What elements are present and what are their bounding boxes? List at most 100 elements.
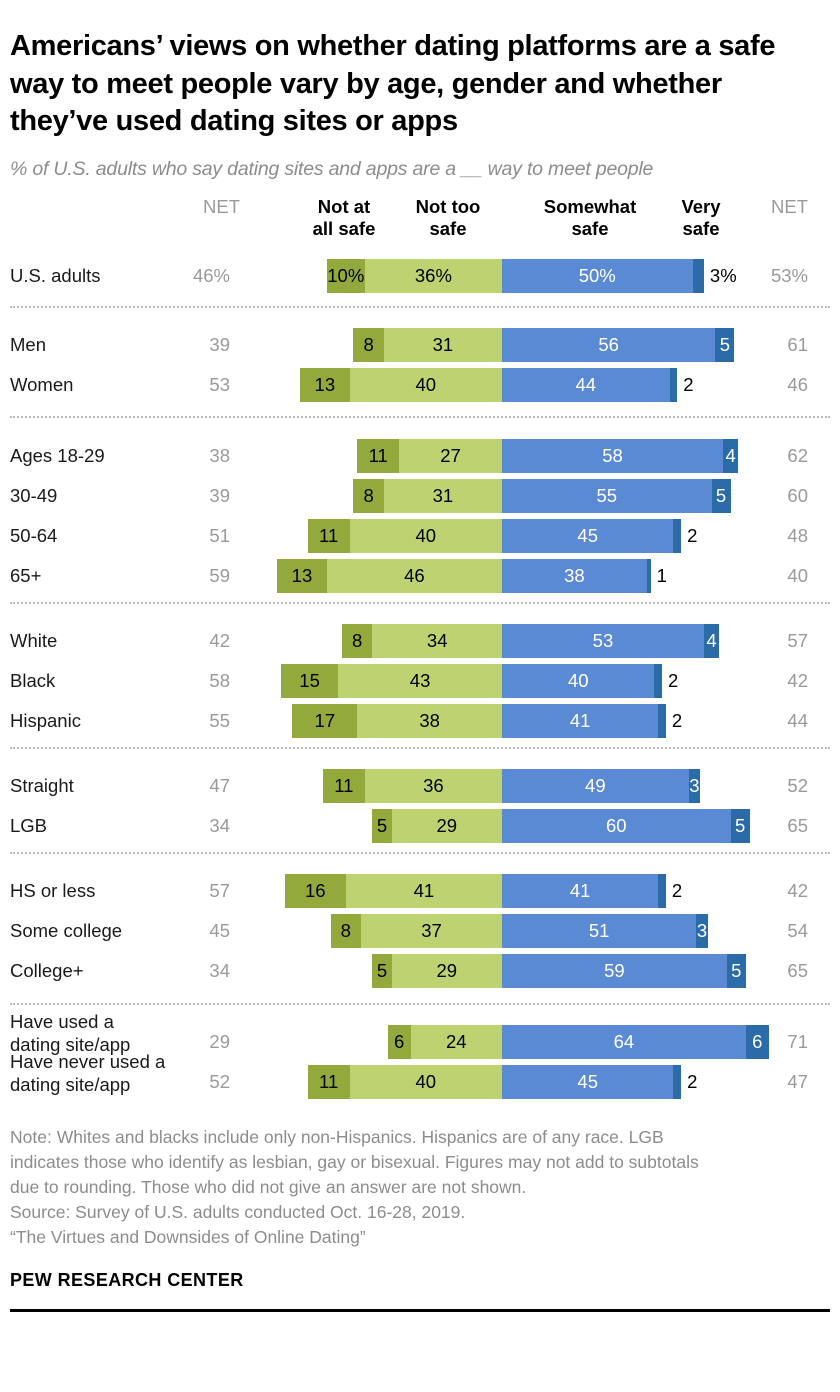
segment-very-safe: 3 (696, 914, 708, 949)
segment-very-safe-value: 2 (668, 670, 679, 692)
stacked-bar: 6 24 64 6 (10, 1025, 830, 1060)
net-left-value: 53 (209, 374, 230, 396)
segment-very-safe-value: 2 (671, 880, 683, 902)
net-left-value: 58 (209, 670, 230, 692)
chart-row: 50-64 51 48 11 40 45 2 (10, 519, 830, 554)
chart-row: Straight 47 52 11 36 49 3 (10, 769, 830, 804)
section-divider (10, 306, 830, 309)
header-net-right: NET (771, 196, 808, 218)
net-right-value: 40 (787, 565, 808, 587)
segment-not-at-all-safe: 8 (353, 328, 384, 363)
segment-somewhat-safe-value: 38 (564, 565, 585, 587)
segment-not-too-safe-value: 43 (409, 670, 431, 692)
segment-not-at-all-safe-value: 5 (376, 815, 388, 837)
segment-not-at-all-safe-value: 11 (368, 445, 388, 467)
segment-not-at-all-safe: 17 (292, 704, 358, 739)
header-not-too-safe: Not too safe (415, 196, 481, 239)
segment-very-safe-value: 5 (734, 815, 746, 837)
section-divider (10, 852, 830, 855)
segment-not-too-safe-value: 27 (440, 445, 461, 467)
note-line: indicates those who identify as lesbian,… (10, 1152, 699, 1173)
segment-very-safe-value: 5 (731, 960, 742, 982)
net-right-value: 61 (787, 334, 808, 356)
segment-very-safe-value: 4 (706, 630, 717, 652)
segment-somewhat-safe-value: 49 (585, 775, 606, 797)
row-label: 50-64 (10, 525, 58, 547)
stacked-bar: 5 29 60 5 (10, 809, 830, 844)
net-right-value: 53% (770, 265, 808, 287)
segment-somewhat-safe: 41 (502, 704, 659, 739)
segment-somewhat-safe-value: 45 (577, 525, 598, 547)
segment-not-at-all-safe: 5 (372, 954, 392, 989)
net-left-value: 47 (209, 775, 230, 797)
row-label: 30-49 (10, 485, 58, 507)
net-left-value: 51 (209, 525, 230, 547)
segment-somewhat-safe: 60 (502, 809, 731, 844)
segment-not-at-all-safe: 10% (326, 259, 365, 294)
chart-row: Hispanic 55 44 17 38 41 2 (10, 704, 830, 739)
segment-not-at-all-safe-value: 13 (314, 374, 336, 396)
segment-not-at-all-safe: 5 (372, 809, 392, 844)
chart-row: U.S. adults 46% 53% 10% 36% 50% 3% (10, 259, 830, 294)
segment-not-at-all-safe: 16 (284, 874, 346, 909)
segment-not-too-safe: 40 (349, 368, 502, 403)
segment-very-safe-value: 2 (671, 710, 683, 732)
net-left-value: 42 (209, 630, 230, 652)
row-label: Hispanic (10, 710, 81, 732)
net-left-value: 57 (209, 880, 230, 902)
chart-row: LGB 34 65 5 29 60 5 (10, 809, 830, 844)
segment-very-safe: 3 (688, 769, 701, 804)
segment-somewhat-safe-value: 58 (602, 445, 623, 467)
net-right-value: 48 (787, 525, 808, 547)
segment-somewhat-safe-value: 44 (575, 374, 597, 396)
net-right-value: 44 (787, 710, 808, 732)
chart-row: White 42 57 8 34 53 4 (10, 624, 830, 659)
note-line: Source: Survey of U.S. adults conducted … (10, 1201, 466, 1222)
segment-somewhat-safe: 56 (502, 328, 716, 363)
diverging-bar-chart: NET Not at all safe Not too safe Somewhat s… (10, 196, 830, 1121)
segment-not-at-all-safe: 11 (307, 519, 350, 554)
segment-not-too-safe-value: 38 (419, 710, 440, 732)
net-left-value: 45 (209, 920, 230, 942)
segment-not-at-all-safe-value: 13 (291, 565, 313, 587)
segment-not-too-safe-value: 24 (445, 1031, 467, 1053)
segment-somewhat-safe-value: 51 (588, 920, 610, 942)
segment-not-at-all-safe-value: 11 (319, 1071, 339, 1093)
segment-very-safe-value: 2 (687, 1071, 698, 1093)
stacked-bar: 15 43 40 2 (10, 664, 830, 699)
segment-very-safe: 5 (730, 809, 750, 844)
chart-row: Some college 45 54 8 37 51 3 (10, 914, 830, 949)
chart-subtitle: % of U.S. adults who say dating sites an… (10, 158, 654, 181)
row-label: Straight (10, 775, 74, 797)
segment-very-safe (669, 368, 678, 403)
segment-very-safe-value: 6 (752, 1031, 763, 1053)
section-divider (10, 747, 830, 750)
net-right-value: 65 (787, 815, 808, 837)
segment-very-safe: 5 (715, 328, 735, 363)
segment-very-safe-value: 5 (715, 485, 727, 507)
segment-not-too-safe-value: 37 (421, 920, 442, 942)
stacked-bar: 11 27 58 4 (10, 439, 830, 474)
stacked-bar: 8 37 51 3 (10, 914, 830, 949)
segment-not-too-safe-value: 46 (404, 565, 425, 587)
segment-somewhat-safe-value: 59 (604, 960, 625, 982)
segment-very-safe: 4 (703, 624, 720, 659)
segment-somewhat-safe: 40 (502, 664, 655, 699)
segment-not-too-safe-value: 31 (432, 485, 454, 507)
row-label: Have used a dating site/app (10, 1011, 131, 1055)
segment-very-safe (658, 704, 666, 739)
net-left-value: 46% (192, 265, 230, 287)
header-somewhat-safe: Somewhat safe (543, 196, 637, 239)
segment-not-too-safe: 29 (391, 809, 502, 844)
chart-row: Have never used a dating site/app 52 47 11 4… (10, 1051, 830, 1100)
section-divider (10, 602, 830, 605)
segment-not-too-safe: 27 (399, 439, 502, 474)
segment-not-too-safe-value: 29 (436, 960, 458, 982)
row-label: Women (10, 374, 74, 396)
segment-not-at-all-safe-value: 17 (314, 710, 336, 732)
segment-not-at-all-safe-value: 8 (352, 630, 363, 652)
segment-not-too-safe: 46 (326, 559, 502, 594)
stacked-bar: 10% 36% 50% 3% (10, 259, 830, 294)
segment-not-too-safe: 40 (349, 1065, 502, 1100)
chart-notes: Note: Whites and blacks include only non… (10, 1125, 822, 1249)
